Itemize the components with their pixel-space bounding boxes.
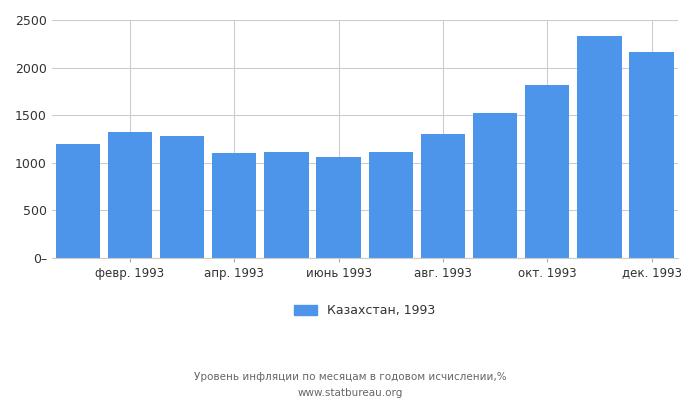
Legend: Казахстан, 1993: Казахстан, 1993 xyxy=(289,300,440,322)
Bar xyxy=(629,52,673,258)
Bar xyxy=(55,144,100,258)
Bar xyxy=(369,152,413,258)
Bar xyxy=(160,136,204,258)
Bar xyxy=(473,113,517,258)
Bar xyxy=(316,157,361,258)
Bar xyxy=(212,152,256,258)
Text: www.statbureau.org: www.statbureau.org xyxy=(298,388,402,398)
Bar xyxy=(265,152,309,258)
Bar xyxy=(421,134,465,258)
Bar xyxy=(578,36,622,258)
Text: Уровень инфляции по месяцам в годовом исчислении,%: Уровень инфляции по месяцам в годовом ис… xyxy=(194,372,506,382)
Bar xyxy=(108,132,152,258)
Bar xyxy=(525,85,569,258)
